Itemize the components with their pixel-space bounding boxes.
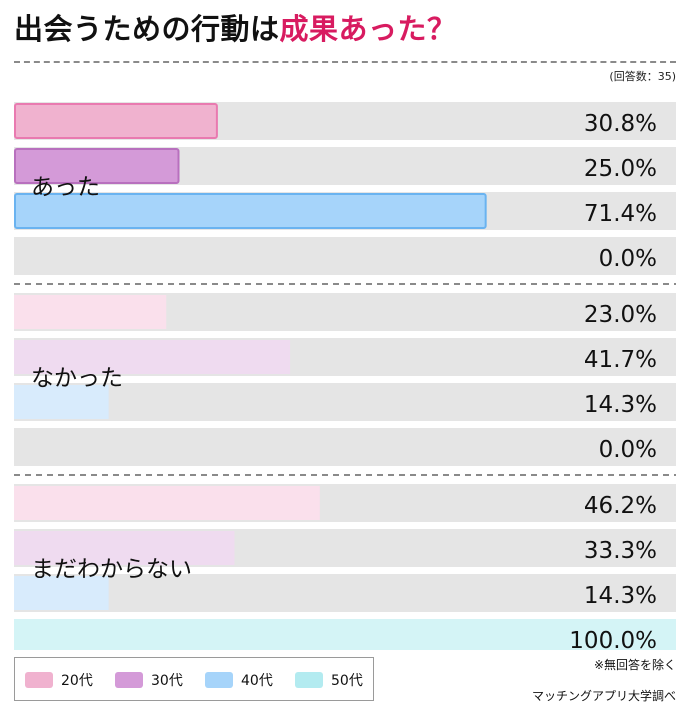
legend-item-30s: 30代 bbox=[115, 671, 183, 689]
bar-group1-20s bbox=[14, 103, 218, 139]
legend-item-20s: 20代 bbox=[25, 671, 93, 689]
legend-swatch-30s bbox=[115, 672, 143, 688]
legend-swatch-50s bbox=[295, 672, 323, 688]
value-label-group2-30s: 41.7% bbox=[584, 347, 657, 373]
bar-track-group2-50s bbox=[14, 428, 676, 466]
respondents-note: (回答数：35) bbox=[609, 70, 676, 83]
value-label-group3-50s: 100.0% bbox=[569, 628, 657, 650]
title-accent: 成果あった？ bbox=[279, 12, 457, 46]
bar-chart: 30.8% 25.0% 71.4% 0.0% あった 23.0% 41.7% 14.3% 0.0… bbox=[14, 102, 676, 650]
bar-group3-30s bbox=[14, 531, 235, 565]
value-label-group1-50s: 0.0% bbox=[599, 246, 657, 272]
bar-group1-30s bbox=[14, 148, 180, 184]
legend-label-40s: 40代 bbox=[241, 673, 273, 689]
bar-track-group1-50s bbox=[14, 237, 676, 275]
chart-legend: 20代 30代 40代 50代 bbox=[14, 657, 374, 701]
value-label-group2-40s: 14.3% bbox=[584, 392, 657, 418]
bar-track-group3-40s bbox=[14, 574, 676, 612]
legend-label-30s: 30代 bbox=[151, 673, 183, 689]
legend-label-50s: 50代 bbox=[331, 673, 363, 689]
value-label-group2-20s: 23.0% bbox=[584, 302, 657, 328]
bar-group2-20s bbox=[14, 295, 167, 329]
title-divider bbox=[14, 61, 676, 63]
legend-label-20s: 20代 bbox=[61, 673, 93, 689]
title-main: 出会うための行動は bbox=[14, 12, 280, 46]
bar-group2-40s bbox=[14, 385, 109, 419]
legend-swatch-40s bbox=[205, 672, 233, 688]
source-credit: マッチングアプリ大学調べ bbox=[531, 689, 676, 703]
bar-group3-40s bbox=[14, 576, 109, 610]
footnote: ※無回答を除く bbox=[593, 658, 676, 672]
bar-group2-30s bbox=[14, 340, 291, 374]
value-label-group1-30s: 25.0% bbox=[584, 156, 657, 182]
value-label-group1-40s: 71.4% bbox=[584, 201, 657, 227]
category-label-group1: あった bbox=[31, 175, 100, 201]
category-label-group2: なかった bbox=[31, 366, 123, 392]
category-label-group3: まだわからない bbox=[31, 557, 192, 583]
legend-item-50s: 50代 bbox=[295, 671, 363, 689]
chart-title: 出会うための行動は成果あった？ bbox=[14, 6, 457, 48]
bar-track-group2-40s bbox=[14, 383, 676, 421]
value-label-group3-30s: 33.3% bbox=[584, 538, 657, 564]
value-label-group2-50s: 0.0% bbox=[599, 437, 657, 463]
legend-item-40s: 40代 bbox=[205, 671, 273, 689]
bar-group3-20s bbox=[14, 486, 320, 520]
legend-swatch-20s bbox=[25, 672, 53, 688]
value-label-group3-40s: 14.3% bbox=[584, 583, 657, 609]
bar-track-group3-50s bbox=[14, 619, 676, 650]
value-label-group1-20s: 30.8% bbox=[584, 111, 657, 137]
bar-group1-40s bbox=[14, 193, 487, 229]
value-label-group3-20s: 46.2% bbox=[584, 493, 657, 519]
